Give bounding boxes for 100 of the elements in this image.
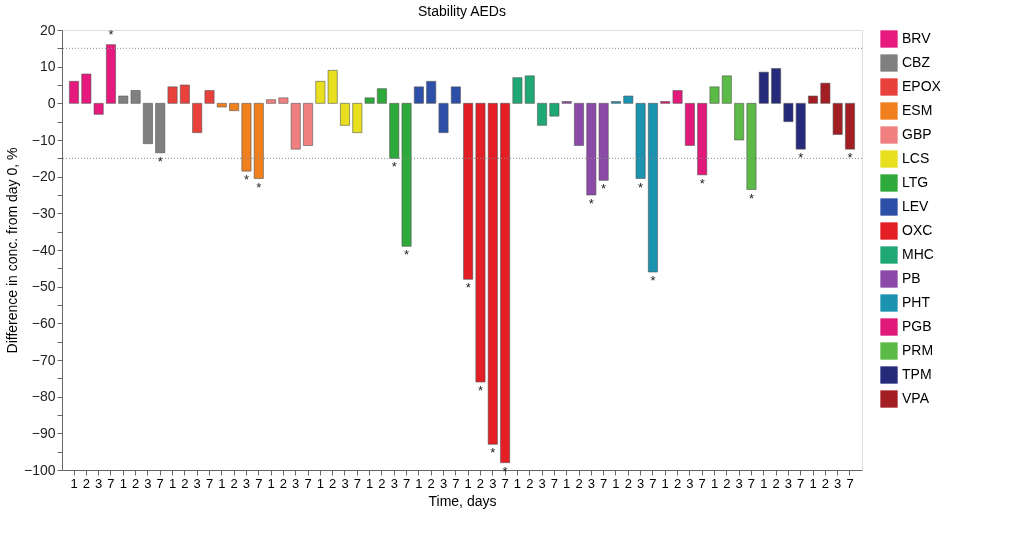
chart-title: Stability AEDs [418,3,506,19]
x-tick-label: 3 [439,475,448,491]
data-label: * [256,179,262,195]
bar [204,90,215,104]
data-label: * [847,150,853,166]
x-tick-label: 2 [329,475,337,491]
legend-label: PB [902,270,921,286]
legend-label: EPOX [902,78,942,94]
x-tick-label: 1 [661,475,669,491]
y-tick-label: −90 [31,424,56,441]
bar [413,86,424,104]
bar [463,103,474,280]
legend-label: TPM [902,366,932,382]
x-tick-label: 2 [131,475,140,491]
x-tick-label: 1 [563,475,571,491]
bar [845,103,855,150]
x-tick-label: 1 [168,475,177,491]
y-tick-label: −40 [31,241,56,258]
bar [475,103,486,383]
data-label: * [157,153,163,169]
legend-label: LTG [902,174,929,190]
x-tick-label: 3 [784,475,793,491]
y-tick-label: −30 [31,204,56,221]
x-tick-label: 1 [760,475,768,491]
x-axis-title: Time, days [428,492,497,509]
bar [734,103,745,141]
x-tick-label: 2 [378,475,386,491]
bar [487,103,498,445]
y-tick-label: 0 [47,94,56,111]
data-label: * [108,26,114,42]
bar [377,88,387,104]
x-tick-label: 3 [538,475,546,491]
x-tick-label: 3 [144,475,152,491]
legend-label: OXC [902,222,933,238]
data-label: * [601,181,607,197]
x-tick-label: 3 [95,475,103,491]
x-tick-label: 1 [119,475,127,491]
x-tick-label: 7 [304,475,312,491]
x-tick-label: 1 [366,475,374,491]
x-tick-label: 1 [464,475,472,491]
bar [500,103,511,463]
x-tick-label: 2 [624,475,632,491]
data-label: * [699,175,705,191]
x-tick-label: 2 [279,475,288,491]
x-tick-label: 7 [797,475,805,491]
legend-label: LEV [902,198,930,214]
data-label: * [650,273,656,288]
legend-label: PRM [902,342,934,358]
data-label: * [638,179,644,195]
y-tick-label: 20 [39,21,56,38]
x-tick-label: 1 [809,475,817,491]
x-tick-label: 2 [673,475,682,491]
x-tick-label: 7 [156,475,164,491]
data-label: * [798,150,804,166]
legend-label: PGB [902,318,932,334]
x-tick-label: 1 [316,475,324,491]
x-tick-label: 3 [292,475,300,491]
bar [574,103,584,146]
data-label: * [477,383,484,398]
bar [746,103,757,190]
legend-label: ESM [902,102,933,118]
x-tick-label: 3 [489,475,497,491]
bar [216,103,227,108]
bar [648,103,658,273]
x-tick-label: 1 [415,475,423,491]
data-label: * [490,445,496,461]
y-tick-label: −50 [31,278,56,295]
legend-label: MHC [902,246,934,262]
data-label: * [465,280,471,296]
x-tick-label: 3 [341,475,349,491]
x-tick-label: 7 [353,475,361,491]
data-label: * [404,247,410,263]
x-tick-label: 2 [821,475,829,491]
x-tick-label: 2 [772,475,780,491]
legend-label: BRV [902,30,932,46]
x-tick-label: 3 [193,475,201,491]
x-tick-label: 7 [107,475,115,491]
bar [69,81,79,104]
bar [155,103,166,154]
x-tick-label: 2 [82,475,90,491]
x-tick-label: 2 [476,475,485,491]
x-tick-label: 1 [710,475,719,491]
y-tick-label: −20 [31,168,56,185]
x-tick-label: 1 [267,475,275,491]
bar [303,103,313,146]
bar [808,95,818,104]
x-tick-label: 7 [649,475,657,491]
bar [771,68,782,104]
data-label: * [588,196,594,211]
x-tick-label: 1 [70,475,78,491]
bar [426,81,437,104]
x-tick-label: 3 [587,475,595,491]
bar [229,103,240,111]
x-tick-label: 7 [698,475,706,491]
y-tick-label: −70 [31,351,56,368]
x-tick-label: 7 [747,475,756,491]
bar [721,75,732,104]
y-axis-title: Difference in conc. from day 0, % [3,147,20,354]
bar [340,103,350,126]
x-tick-label: 7 [550,475,558,491]
